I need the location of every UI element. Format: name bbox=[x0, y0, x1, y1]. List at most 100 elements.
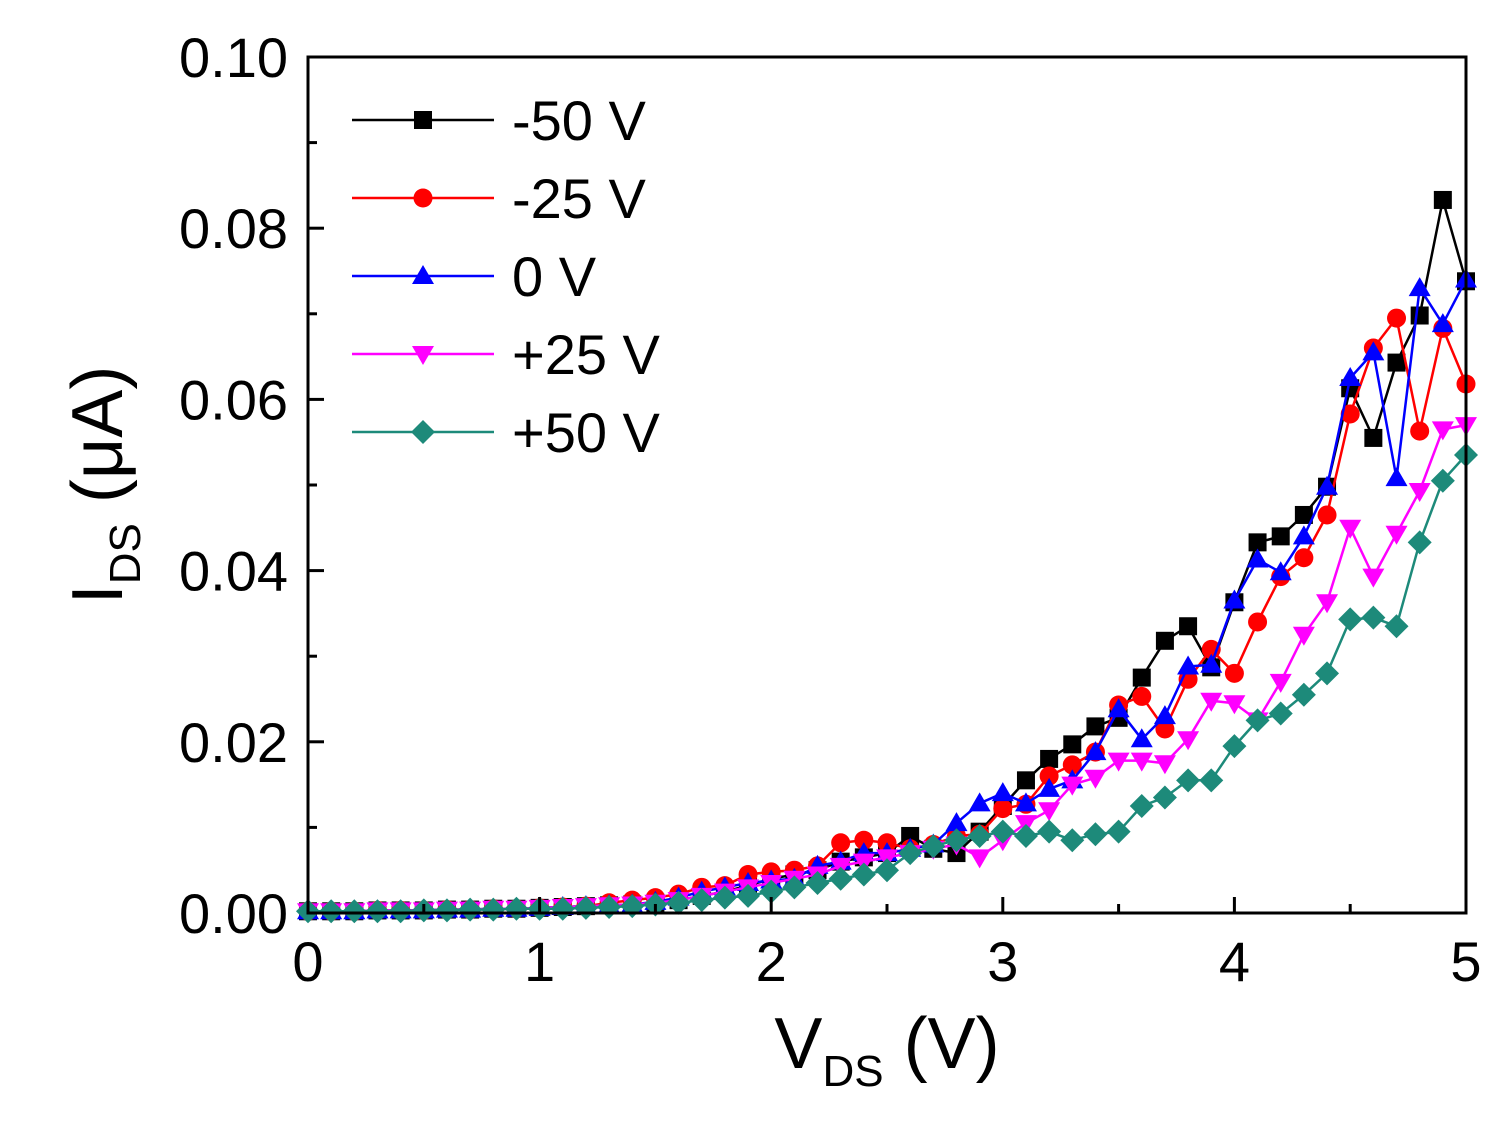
series-4-point bbox=[1338, 607, 1363, 632]
series-4-point bbox=[1245, 708, 1270, 733]
series-1-point bbox=[1132, 686, 1152, 706]
series-4-point bbox=[921, 834, 946, 859]
series-3-point bbox=[1431, 421, 1454, 441]
series-3-point bbox=[1292, 626, 1315, 646]
series-3-point bbox=[1130, 752, 1153, 772]
legend-entry: 0 V bbox=[352, 245, 597, 308]
series-1-point bbox=[1039, 766, 1059, 786]
series-2-point bbox=[1014, 792, 1037, 812]
series-4-point bbox=[1315, 661, 1340, 686]
y-axis-title-main: I bbox=[58, 584, 138, 604]
series-2-point bbox=[1084, 741, 1107, 761]
series-4-point bbox=[1013, 823, 1038, 848]
series-4-point bbox=[944, 828, 969, 853]
series-3-point bbox=[968, 849, 991, 869]
y-tick-label: 0.00 bbox=[179, 882, 288, 945]
series-4-point bbox=[1176, 768, 1201, 793]
legend-swatch-marker bbox=[414, 111, 432, 129]
series-3-point bbox=[1200, 692, 1223, 712]
legend-label: +25 V bbox=[512, 323, 661, 386]
series-4-point bbox=[434, 898, 459, 923]
series-4-point bbox=[782, 875, 807, 900]
series-2-point bbox=[945, 812, 968, 832]
legend-swatch-marker bbox=[412, 265, 434, 284]
series-0-point bbox=[1271, 527, 1290, 546]
series-4-point bbox=[342, 899, 367, 924]
series-3-point bbox=[1362, 568, 1385, 588]
x-axis-title-sub: DS bbox=[822, 1047, 883, 1096]
series-4-point bbox=[388, 899, 413, 924]
series-1-line bbox=[308, 316, 1468, 913]
series-2-point bbox=[1107, 698, 1130, 718]
series-1-point bbox=[854, 830, 874, 850]
legend-swatch-marker bbox=[411, 420, 435, 444]
series-3-point bbox=[1385, 525, 1408, 545]
series-3-point bbox=[1153, 755, 1176, 775]
series-1-point bbox=[993, 799, 1013, 819]
y-axis-title-unit: (μA) bbox=[58, 366, 138, 523]
series-4-point bbox=[1129, 794, 1154, 818]
series-4-point bbox=[898, 841, 923, 866]
series-4-point bbox=[550, 896, 575, 921]
series-2-point bbox=[1153, 705, 1176, 725]
x-axis-title-main: V bbox=[774, 1004, 822, 1084]
series-2-point bbox=[1269, 561, 1292, 581]
series-4-point bbox=[736, 883, 761, 908]
series-2-point bbox=[968, 792, 991, 812]
series-3-point bbox=[1061, 776, 1084, 796]
series-0-point bbox=[1132, 668, 1151, 687]
series-4-point bbox=[828, 866, 853, 891]
series-4-point bbox=[1106, 819, 1131, 844]
series-0-point bbox=[1063, 735, 1082, 754]
legend-label: -25 V bbox=[512, 167, 646, 230]
series-0-point bbox=[1086, 717, 1105, 736]
series-1-point bbox=[1340, 404, 1360, 424]
series-1-point bbox=[831, 833, 851, 853]
series-2-point bbox=[1316, 475, 1339, 495]
series-4-point bbox=[1199, 768, 1224, 793]
series-3-point bbox=[1223, 695, 1246, 715]
series-2-point bbox=[1223, 589, 1246, 609]
series-4-point bbox=[1361, 605, 1386, 630]
series-4-point bbox=[967, 823, 992, 848]
series-4-point bbox=[689, 888, 714, 913]
series-3-point bbox=[1084, 769, 1107, 789]
series-2-point bbox=[1130, 728, 1153, 748]
series-4-point bbox=[1407, 530, 1432, 555]
series-2-point bbox=[991, 782, 1014, 802]
legend-entry: +25 V bbox=[352, 323, 661, 386]
series-4-point bbox=[504, 896, 529, 921]
series-1-point bbox=[1224, 663, 1244, 683]
series-1-point bbox=[1294, 548, 1314, 568]
series-2-point bbox=[1292, 525, 1315, 545]
series-4-point bbox=[1060, 828, 1085, 853]
plot-frame bbox=[306, 55, 1468, 915]
x-tick-label: 4 bbox=[1219, 930, 1250, 993]
x-tick-label: 0 bbox=[292, 930, 323, 993]
legend-entry: +50 V bbox=[352, 401, 661, 464]
series-3-point bbox=[1339, 519, 1362, 539]
legend-entry: -50 V bbox=[352, 89, 646, 152]
series-0-point bbox=[1294, 505, 1313, 524]
legend-label: +50 V bbox=[512, 401, 661, 464]
legend: -50 V -25 V 0 V +25 V +50 V bbox=[352, 89, 661, 464]
x-tick-label: 3 bbox=[987, 930, 1018, 993]
series-2-point bbox=[1431, 313, 1454, 333]
y-tick-label: 0.10 bbox=[179, 26, 288, 89]
series-0-point bbox=[1040, 749, 1059, 768]
series-3-point bbox=[1107, 752, 1130, 772]
legend-label: 0 V bbox=[512, 245, 597, 308]
series-4-point bbox=[365, 899, 390, 924]
legend-entry: -25 V bbox=[352, 167, 646, 230]
series-4-point bbox=[1152, 785, 1177, 810]
legend-swatch-marker bbox=[412, 346, 434, 365]
series-layer bbox=[296, 190, 1478, 924]
series-4-point bbox=[990, 819, 1015, 844]
series-1-point bbox=[1317, 505, 1337, 525]
series-3-point bbox=[1269, 673, 1292, 693]
x-tick-label: 2 bbox=[756, 930, 787, 993]
series-2-point bbox=[1038, 777, 1061, 797]
series-4-point bbox=[481, 897, 506, 922]
y-tick-label: 0.08 bbox=[179, 197, 288, 260]
